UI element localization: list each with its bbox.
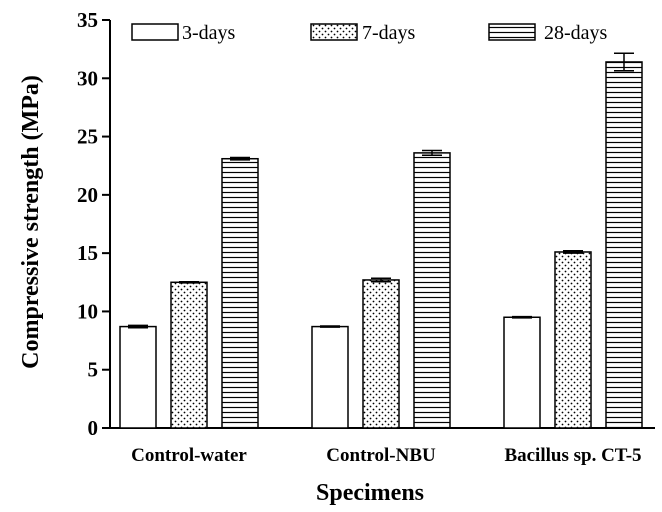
y-axis-title: Compressive strength (MPa) (18, 75, 44, 369)
bar-3-days-Bacillus sp. CT-5 (503, 316, 541, 429)
y-axis-ticks: 0 5 10 15 20 25 30 35 (77, 8, 110, 440)
bars (119, 52, 643, 429)
bar-7-days-Control-water (170, 281, 208, 429)
x-category-label: Control-NBU (326, 445, 436, 466)
y-tick-label: 25 (77, 125, 98, 149)
bar-28-days-Control-NBU (413, 152, 451, 429)
legend: 3-days 7-days 28-days (131, 22, 608, 44)
bar-28-days-Control-water (221, 157, 259, 429)
legend-label: 7-days (362, 22, 416, 44)
y-tick-label: 35 (77, 8, 98, 32)
legend-label: 3-days (182, 22, 236, 44)
legend-label: 28-days (544, 22, 608, 44)
bar-3-days-Control-NBU (311, 325, 349, 429)
legend-swatch-3-days (131, 23, 179, 41)
y-tick-label: 15 (77, 241, 98, 265)
bar-7-days-Control-NBU (362, 279, 400, 429)
bar-7-days-Bacillus sp. CT-5 (554, 251, 592, 429)
y-tick-label: 20 (77, 183, 98, 207)
bar-28-days-Bacillus sp. CT-5 (605, 61, 643, 429)
legend-swatch-7-days (310, 23, 358, 41)
y-tick-label: 10 (77, 299, 98, 323)
y-tick-label: 30 (77, 66, 98, 90)
y-tick-label: 0 (88, 416, 99, 440)
y-tick-label: 5 (88, 358, 99, 382)
x-axis-categories: Control-water Control-NBU Bacillus sp. CT-… (131, 445, 641, 466)
x-axis-title: Specimens (316, 480, 424, 506)
legend-swatch-28-days (488, 23, 536, 41)
bar-3-days-Control-water (119, 325, 157, 429)
x-category-label: Control-water (131, 445, 247, 466)
x-category-label: Bacillus sp. CT-5 (504, 445, 641, 466)
